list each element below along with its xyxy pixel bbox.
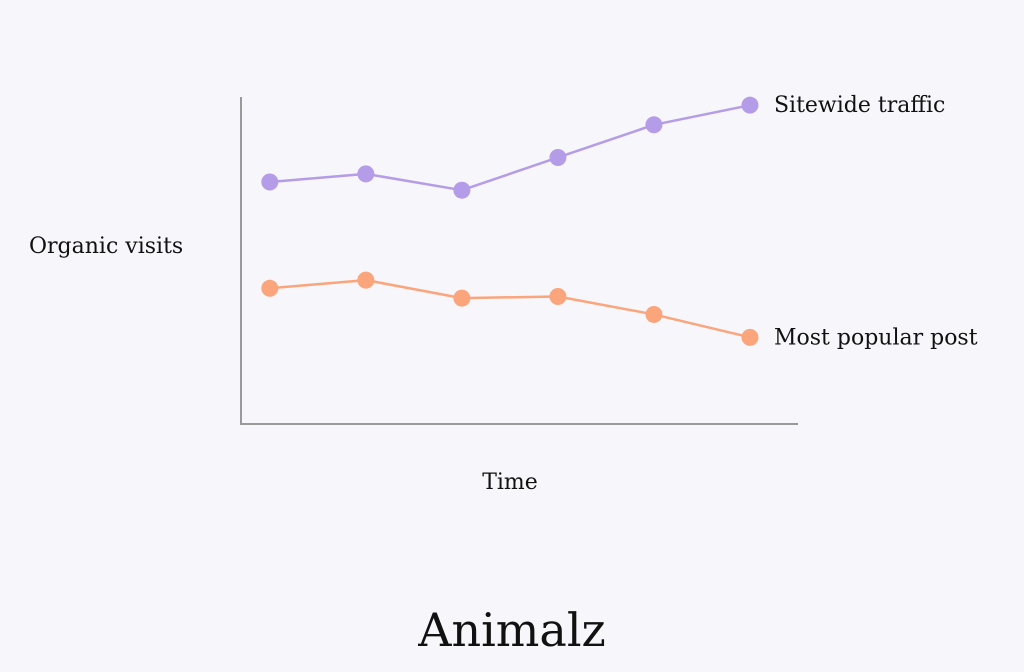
most-popular-post-point-4 xyxy=(549,287,567,305)
y-axis-label: Organic visits xyxy=(29,234,183,259)
most-popular-post-point-6 xyxy=(741,328,759,346)
most-popular-post-point-5 xyxy=(645,305,663,323)
animalz-logo: Animalz xyxy=(417,603,606,657)
sitewide-traffic-line xyxy=(269,103,751,192)
most-popular-post-point-1 xyxy=(261,279,279,297)
sitewide-traffic-point-2 xyxy=(357,165,375,183)
sitewide-traffic-point-1 xyxy=(261,173,279,191)
sitewide-traffic-point-3 xyxy=(453,181,471,199)
most-popular-post-point-2 xyxy=(357,271,375,289)
most-popular-post-line xyxy=(269,278,751,339)
sitewide-traffic-point-4 xyxy=(549,148,567,166)
x-axis-label: Time xyxy=(482,470,538,495)
sitewide-traffic-point-6 xyxy=(741,96,759,114)
series-layer: Sitewide traffic Most popular post xyxy=(261,93,978,350)
most-popular-post-point-3 xyxy=(453,289,471,307)
sitewide-traffic-series-label: Sitewide traffic xyxy=(774,93,945,118)
sitewide-traffic-point-5 xyxy=(645,116,663,134)
most-popular-post-series-label: Most popular post xyxy=(774,325,978,350)
